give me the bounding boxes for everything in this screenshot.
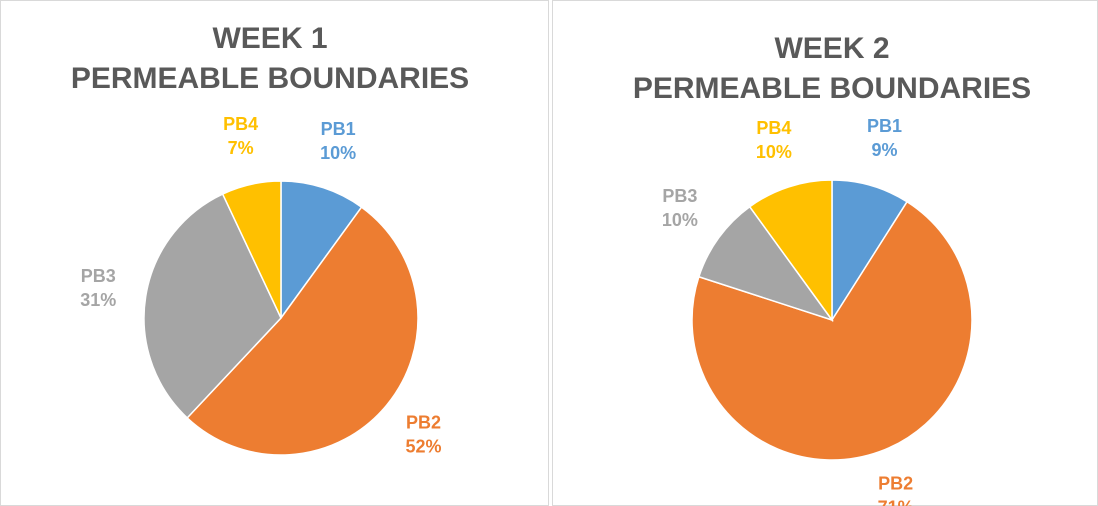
data-label-category: PB1 [867, 116, 902, 136]
pie-slice [143, 193, 282, 419]
chart-title: WEEK 2 [774, 32, 889, 65]
data-label-category: PB4 [223, 114, 258, 134]
data-label-category: PB2 [406, 413, 441, 433]
data-label-category: PB2 [878, 474, 913, 494]
pie-slice [691, 200, 973, 461]
data-label-category: PB3 [81, 266, 116, 286]
data-label-category: PB1 [321, 119, 356, 139]
chart-title: PERMEABLE BOUNDARIES [71, 62, 469, 95]
data-label-value: 10% [320, 143, 356, 163]
data-label-category: PB4 [756, 118, 791, 138]
pie-slice [186, 206, 419, 456]
data-label-category: PB3 [662, 186, 697, 206]
data-label-value: 7% [228, 138, 254, 158]
pie-slice [697, 205, 834, 322]
data-label-value: 71% [878, 498, 914, 506]
pie-slice [221, 180, 282, 319]
data-label-value: 10% [756, 142, 792, 162]
pie-slice [831, 179, 909, 323]
data-label-value: 52% [406, 437, 442, 457]
data-label-value: 10% [662, 210, 698, 230]
chart-title: PERMEABLE BOUNDARIES [633, 72, 1031, 105]
data-label-value: 31% [80, 290, 116, 310]
chart-title: WEEK 1 [212, 22, 327, 55]
pie-slice [280, 180, 363, 321]
data-label-value: 9% [871, 140, 897, 160]
pie-slice [748, 179, 833, 323]
